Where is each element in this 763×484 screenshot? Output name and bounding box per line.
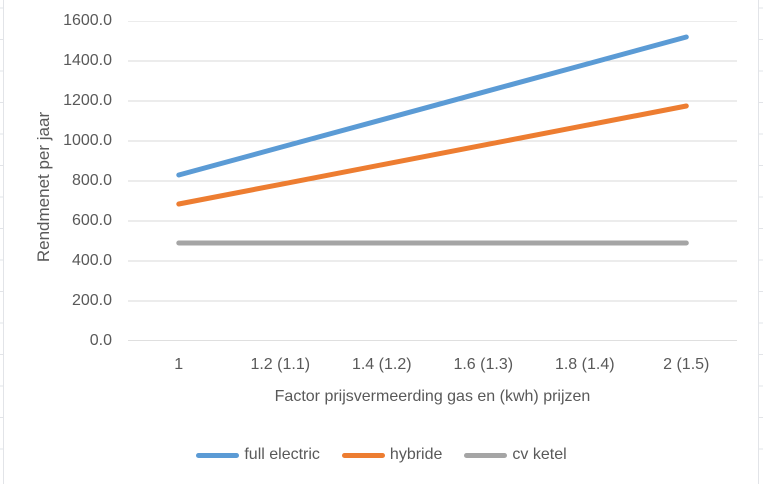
legend-item-hybride[interactable]: hybride — [341, 446, 443, 464]
legend-line-swatch — [464, 452, 508, 458]
chart-legend[interactable]: full electric hybride cv ketel — [0, 444, 763, 466]
legend-label: full electric — [244, 446, 320, 463]
y-tick-label: 0.0 — [89, 332, 112, 349]
y-tick-label: 1600.0 — [63, 12, 112, 29]
x-tick-label: 1.6 (1.3) — [453, 356, 514, 373]
x-tick-label: 2 (1.5) — [663, 356, 710, 373]
legend-line-swatch — [341, 452, 385, 458]
x-tick-label: 1.8 (1.4) — [554, 356, 615, 373]
spreadsheet-gridline-right — [758, 0, 763, 484]
plot-area[interactable] — [128, 21, 737, 341]
y-tick-label: 600.0 — [71, 212, 112, 229]
x-axis-title: Factor prijsvermeerding gas en (kwh) pri… — [274, 388, 591, 405]
x-tick-label: 1.2 (1.1) — [250, 356, 311, 373]
y-tick-label: 200.0 — [71, 292, 112, 309]
series-line-hybride[interactable] — [176, 103, 689, 207]
spreadsheet-gridline-left — [0, 0, 4, 484]
y-tick-label: 1400.0 — [63, 52, 112, 69]
series-line-full-electric[interactable] — [176, 34, 689, 178]
legend-label: cv ketel — [512, 446, 567, 463]
x-tick-label: 1 — [174, 356, 184, 373]
legend-line-swatch — [196, 452, 240, 458]
y-tick-label: 400.0 — [71, 252, 112, 269]
y-tick-label: 800.0 — [71, 172, 112, 189]
legend-item-full-electric[interactable]: full electric — [196, 446, 320, 464]
legend-label: hybride — [389, 446, 443, 463]
y-tick-label: 1200.0 — [63, 92, 112, 109]
y-tick-label: 1000.0 — [63, 132, 112, 149]
legend-item-cv-ketel[interactable]: cv ketel — [464, 446, 567, 464]
x-tick-label: 1.4 (1.2) — [351, 356, 412, 373]
